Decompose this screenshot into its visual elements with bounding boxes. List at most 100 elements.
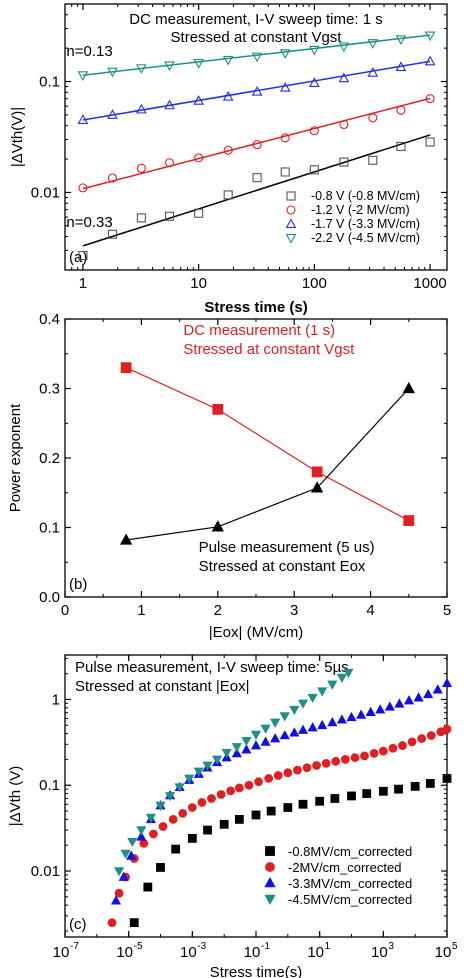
- series-2: [77, 55, 436, 124]
- data-point: [378, 746, 388, 756]
- data-point: [283, 768, 293, 778]
- data-point: [339, 157, 349, 167]
- y-tick-label: 0.01: [31, 863, 60, 880]
- data-point: [250, 740, 262, 750]
- data-point: [164, 158, 175, 168]
- data-point: [216, 790, 226, 799]
- data-point: [164, 211, 175, 221]
- data-point: [338, 72, 350, 83]
- series-0: [129, 774, 452, 928]
- x-tick-label: 10 -5: [116, 941, 143, 961]
- data-point: [270, 718, 281, 728]
- data-point: [417, 734, 427, 743]
- legend-marker: [265, 862, 275, 872]
- data-point: [231, 747, 242, 758]
- x-tick-exponent: 5: [452, 941, 458, 952]
- legend-marker: [286, 191, 296, 201]
- panel-label: (b): [69, 576, 87, 593]
- data-point: [212, 403, 224, 415]
- data-point: [293, 765, 302, 775]
- data-point: [307, 722, 318, 732]
- data-point: [321, 758, 331, 768]
- data-point: [309, 77, 320, 87]
- data-point: [365, 706, 376, 717]
- data-point: [251, 810, 261, 820]
- series-1: [119, 381, 415, 545]
- series-label: Pulse measurement (5 us): [199, 539, 375, 556]
- data-point: [193, 59, 204, 69]
- series-1: [107, 724, 452, 928]
- panel-c: 10 -7 10 -5 10 -3 10 -1 10 1 10 3 10 50.010.11Stress …: [7, 654, 458, 978]
- data-point: [78, 250, 88, 261]
- data-point: [251, 52, 263, 63]
- x-tick-base: 10: [116, 944, 133, 961]
- x-tick-exponent: -7: [70, 941, 79, 952]
- y-tick-label: 0.0: [39, 589, 60, 606]
- legend-marker: [264, 876, 276, 888]
- data-point: [178, 808, 188, 818]
- data-point: [360, 751, 369, 761]
- data-point: [350, 753, 360, 762]
- data-point: [136, 103, 147, 114]
- y-axis-label: |ΔVth(V)|: [9, 107, 26, 167]
- data-point: [136, 831, 147, 841]
- data-point: [136, 213, 146, 223]
- series-label: Stressed at constant Eox: [199, 558, 366, 575]
- data-point: [158, 822, 168, 831]
- x-tick-label: 10 -3: [180, 941, 207, 961]
- data-point: [338, 42, 350, 53]
- x-tick-base: 10: [244, 944, 261, 961]
- data-point: [425, 779, 435, 788]
- data-point: [168, 814, 178, 824]
- data-point: [279, 712, 290, 722]
- x-tick-base: 10: [180, 944, 197, 961]
- x-tick-label: 10 5: [435, 941, 458, 961]
- x-tick-label: 3: [290, 602, 298, 619]
- panel-b: 0 1 2 3 4 5 0.0 0.1 0.2 0.3 0.4 |Eox| (MV/cm) Power …: [7, 311, 451, 641]
- data-point: [202, 761, 213, 771]
- fit-line: [82, 34, 431, 76]
- data-point: [375, 704, 386, 714]
- data-point: [343, 668, 354, 679]
- data-point: [252, 173, 262, 183]
- data-point: [260, 724, 271, 734]
- fit-line: [82, 60, 431, 121]
- data-point: [234, 814, 244, 824]
- panel-label: (a): [69, 249, 87, 266]
- data-point: [395, 61, 407, 72]
- y-tick-label: 0.2: [39, 450, 60, 467]
- x-tick-exponent: -1: [261, 941, 270, 952]
- annotation: n=0.13: [66, 43, 112, 60]
- data-point: [442, 724, 452, 734]
- data-point: [194, 208, 204, 218]
- data-point: [336, 714, 347, 724]
- data-point: [197, 798, 207, 807]
- y-axis-label: |ΔVth (V): [7, 766, 24, 827]
- x-tick-label: 1000: [413, 275, 446, 292]
- series-line: [126, 388, 410, 541]
- x-tick-base: 10: [53, 944, 70, 961]
- data-point: [110, 895, 122, 905]
- data-point: [273, 771, 283, 780]
- data-point: [327, 716, 338, 727]
- data-point: [107, 229, 118, 239]
- data-point: [279, 730, 290, 740]
- data-point: [254, 777, 263, 787]
- data-point: [309, 165, 319, 175]
- series-0: [120, 362, 415, 526]
- x-tick-base: 10: [371, 944, 388, 961]
- data-point: [164, 99, 175, 110]
- x-tick-label: 4: [366, 602, 374, 619]
- data-point: [340, 755, 350, 764]
- data-point: [250, 730, 262, 740]
- x-tick-exponent: -5: [134, 941, 143, 952]
- data-point: [126, 850, 137, 860]
- data-point: [77, 114, 89, 124]
- x-axis-label: Stress time (s): [204, 299, 307, 316]
- y-tick-label: 0.01: [31, 184, 60, 201]
- data-point: [120, 849, 131, 859]
- data-point: [136, 163, 146, 173]
- data-point: [331, 756, 341, 766]
- data-point: [219, 819, 229, 829]
- data-point: [136, 64, 147, 74]
